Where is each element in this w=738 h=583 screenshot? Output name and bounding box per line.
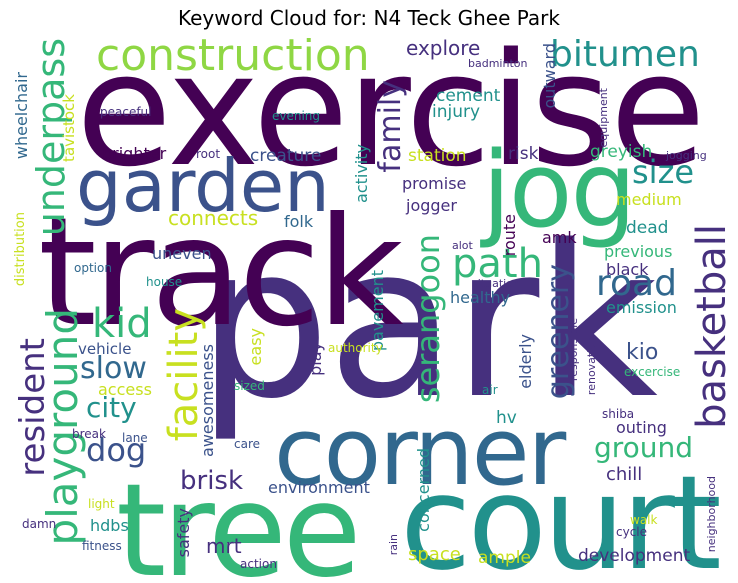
word-park: park (197, 200, 658, 445)
word-care: care (234, 437, 261, 451)
word-medium: medium (616, 190, 682, 209)
word-kid: kid (92, 301, 152, 347)
word-peaceful: peaceful (100, 105, 152, 119)
word-kio: kio (626, 340, 659, 365)
word-emission: emission (606, 298, 677, 317)
word-tree: tree (116, 457, 361, 579)
word-development: development (578, 546, 691, 566)
word-air: air (482, 383, 498, 397)
word-authority: authority (328, 341, 383, 355)
word-corner: corner (274, 398, 566, 507)
word-dead: dead (626, 218, 669, 238)
word-tavistock: tavistock (60, 94, 78, 162)
word-city: city (86, 391, 137, 424)
word-construction: construction (96, 38, 370, 81)
word-excercise: excercise (624, 365, 681, 379)
word-break: break (72, 427, 106, 441)
word-court: court (400, 447, 722, 578)
word-play: play (306, 342, 325, 376)
word-track: track (38, 186, 404, 360)
word-dog: dog (86, 431, 147, 469)
word-shiba: shiba (602, 407, 635, 421)
word-family: family (373, 80, 408, 173)
word-road: road (596, 263, 677, 304)
word-jog: jog (482, 129, 637, 251)
word-vehicle: vehicle (78, 340, 132, 358)
word-station: station (408, 146, 467, 166)
word-equipment: equipment (597, 88, 610, 148)
word-option: option (74, 261, 112, 275)
word-exercise: exercise (76, 38, 706, 201)
word-safety: safety (174, 508, 193, 558)
word-hv: hv (496, 408, 517, 428)
word-fitness: fitness (82, 539, 122, 553)
word-wheelchair: wheelchair (12, 72, 31, 160)
word-distribution: distribution (13, 212, 28, 287)
word-walk: walk (630, 513, 658, 527)
word-access: access (98, 380, 152, 399)
word-environment: environment (268, 478, 370, 497)
word-size: size (632, 153, 695, 191)
word-amk: amk (542, 228, 577, 247)
word-previous: previous (604, 242, 673, 261)
word-hdbs: hdbs (90, 516, 129, 535)
word-neighborhood: neighborhood (705, 476, 718, 553)
word-outward: outward (540, 43, 559, 109)
word-promise: promise (402, 174, 467, 193)
word-brighter: brighter (102, 144, 167, 163)
word-garden: garden (76, 144, 330, 228)
word-responsible: responsible (567, 318, 580, 382)
word-easy: easy (246, 328, 265, 366)
word-mrt: mrt (206, 534, 242, 558)
word-slow: slow (80, 351, 147, 386)
word-serangoon: serangoon (409, 234, 447, 404)
word-path: path (452, 241, 543, 287)
word-damn: damn (22, 517, 57, 531)
word-alot: alot (452, 239, 473, 252)
word-cement: cement (436, 86, 501, 106)
word-uneven: uneven (152, 244, 212, 263)
word-brisk: brisk (180, 466, 244, 496)
word-injury: injury (432, 102, 481, 122)
word-awesomeness: awesomeness (198, 344, 217, 457)
word-elderly: elderly (516, 334, 535, 389)
word-root: root (196, 147, 221, 161)
word-healthy: healthy (450, 288, 511, 307)
word-cloud: exercise park track tree court corner jo… (12, 38, 734, 578)
word-cycle: cycle (616, 525, 648, 539)
word-basketball: basketball (689, 224, 734, 429)
word-pavement: pavement (368, 270, 387, 352)
word-ample: ample (478, 548, 531, 568)
word-route: route (500, 214, 519, 257)
word-resident: resident (13, 338, 53, 477)
word-sized: sized (234, 379, 265, 393)
word-creature: creature (250, 146, 322, 166)
word-jogging: jogging (666, 149, 707, 162)
word-explore: explore (406, 38, 481, 60)
word-space: space (408, 544, 461, 565)
word-activity: activity (352, 144, 371, 203)
word-concerned: concerned (414, 448, 433, 532)
word-outing: outing (616, 418, 667, 437)
chart-title: Keyword Cloud for: N4 Teck Ghee Park (178, 6, 560, 30)
word-ground: ground (594, 431, 694, 464)
word-evening: evening (272, 109, 321, 123)
word-lane: lane (122, 431, 148, 445)
word-jogger: jogger (406, 196, 457, 215)
word-connects: connects (168, 206, 259, 230)
word-chill: chill (606, 464, 643, 485)
word-light: light (88, 497, 115, 511)
word-renovation: renovation (585, 336, 598, 396)
word-black: black (606, 260, 649, 279)
word-folk: folk (284, 212, 314, 231)
word-bitumen: bitumen (550, 38, 700, 75)
word-greyish: greyish (590, 142, 653, 162)
word-action: action (240, 557, 277, 571)
word-house: house (146, 275, 183, 289)
word-badminton: badminton (468, 57, 528, 70)
word-risk: risk (508, 144, 539, 164)
word-situation: situation (472, 277, 520, 290)
word-rain: rain (387, 534, 400, 556)
